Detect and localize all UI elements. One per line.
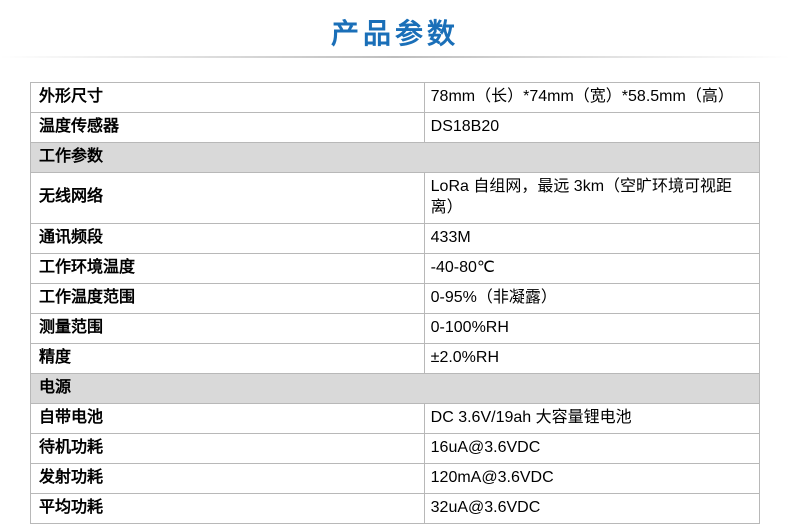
table-row: 工作环境温度 -40-80℃: [31, 253, 760, 283]
table-row: 通讯频段 433M: [31, 223, 760, 253]
table-row: 精度 ±2.0%RH: [31, 343, 760, 373]
spec-label: 发射功耗: [31, 463, 425, 493]
table-row: 工作温度范围 0-95%（非凝露）: [31, 283, 760, 313]
table-row: 温度传感器 DS18B20: [31, 113, 760, 143]
spec-label: 精度: [31, 343, 425, 373]
spec-label: 待机功耗: [31, 433, 425, 463]
section-row: 电源: [31, 373, 760, 403]
spec-value: -40-80℃: [424, 253, 759, 283]
title-underline: [0, 56, 790, 58]
spec-label: 外形尺寸: [31, 83, 425, 113]
section-label: 电源: [31, 373, 760, 403]
table-row: 平均功耗 32uA@3.6VDC: [31, 493, 760, 523]
table-row: 自带电池 DC 3.6V/19ah 大容量锂电池: [31, 403, 760, 433]
spec-value: 0-100%RH: [424, 313, 759, 343]
title-section: 产品参数: [0, 0, 790, 64]
spec-value: 120mA@3.6VDC: [424, 463, 759, 493]
spec-label: 工作环境温度: [31, 253, 425, 283]
table-row: 无线网络 LoRa 自组网，最远 3km（空旷环境可视距离）: [31, 173, 760, 224]
spec-label: 无线网络: [31, 173, 425, 224]
spec-value: 433M: [424, 223, 759, 253]
table-row: 待机功耗 16uA@3.6VDC: [31, 433, 760, 463]
spec-label: 测量范围: [31, 313, 425, 343]
spec-table: 外形尺寸 78mm（长）*74mm（宽）*58.5mm（高） 温度传感器 DS1…: [30, 82, 760, 524]
spec-value: DS18B20: [424, 113, 759, 143]
table-row: 测量范围 0-100%RH: [31, 313, 760, 343]
spec-table-wrap: 外形尺寸 78mm（长）*74mm（宽）*58.5mm（高） 温度传感器 DS1…: [0, 64, 790, 524]
spec-value: LoRa 自组网，最远 3km（空旷环境可视距离）: [424, 173, 759, 224]
spec-label: 平均功耗: [31, 493, 425, 523]
section-row: 工作参数: [31, 143, 760, 173]
spec-value: 78mm（长）*74mm（宽）*58.5mm（高）: [424, 83, 759, 113]
spec-label: 温度传感器: [31, 113, 425, 143]
spec-value: 0-95%（非凝露）: [424, 283, 759, 313]
page-title: 产品参数: [331, 12, 459, 52]
section-label: 工作参数: [31, 143, 760, 173]
spec-value: DC 3.6V/19ah 大容量锂电池: [424, 403, 759, 433]
spec-value: 16uA@3.6VDC: [424, 433, 759, 463]
table-row: 发射功耗 120mA@3.6VDC: [31, 463, 760, 493]
spec-label: 通讯频段: [31, 223, 425, 253]
spec-value: ±2.0%RH: [424, 343, 759, 373]
spec-label: 工作温度范围: [31, 283, 425, 313]
spec-table-body: 外形尺寸 78mm（长）*74mm（宽）*58.5mm（高） 温度传感器 DS1…: [31, 83, 760, 524]
table-row: 外形尺寸 78mm（长）*74mm（宽）*58.5mm（高）: [31, 83, 760, 113]
spec-value: 32uA@3.6VDC: [424, 493, 759, 523]
spec-label: 自带电池: [31, 403, 425, 433]
